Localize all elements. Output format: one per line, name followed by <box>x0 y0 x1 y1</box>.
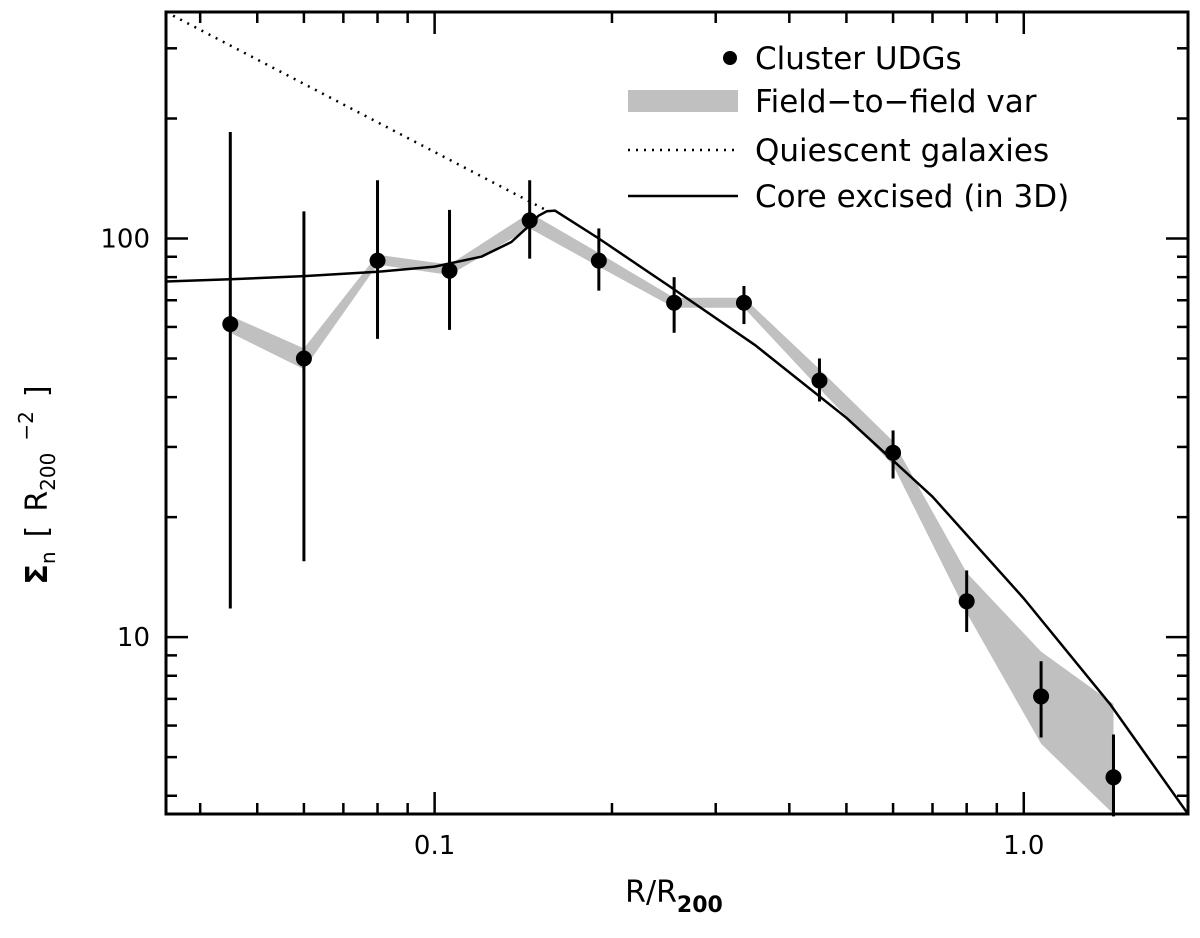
udg-data-point-8 <box>735 294 752 311</box>
legend-swatch-field-to-field-var <box>628 90 738 112</box>
x-tick-label-0: 0.1 <box>414 831 455 861</box>
cluster-udg-points-layer <box>222 131 1122 817</box>
y-axis-label-unit-exponent: −2 <box>14 411 38 440</box>
tick-labels-layer: 0.1 1.0 10 100 <box>100 225 1044 861</box>
legend: Cluster UDGs Field−to−field var Quiescen… <box>628 41 1069 215</box>
y-axis-label-sigma: Σ <box>20 564 55 585</box>
udg-data-point-7 <box>666 294 683 311</box>
y-axis-label-bracket-open: [ <box>20 526 55 538</box>
udg-data-point-1 <box>222 316 239 333</box>
udg-data-point-6 <box>590 252 607 269</box>
udg-data-point-4 <box>441 262 458 279</box>
udg-data-point-5 <box>521 212 538 229</box>
udg-data-point-12 <box>1033 688 1050 705</box>
legend-label-field-to-field-var: Field−to−field var <box>755 84 1037 120</box>
udg-data-point-9 <box>811 372 828 389</box>
legend-marker-cluster-udgs <box>723 51 737 65</box>
legend-label-core-excised: Core excised (in 3D) <box>755 179 1069 215</box>
y-axis-label-subscript-n: n <box>36 551 60 564</box>
y-axis-label-unit: R <box>20 491 55 512</box>
udg-data-point-3 <box>369 252 386 269</box>
x-axis-label-main: R/R <box>625 875 677 910</box>
x-axis-label-subscript: 200 <box>677 893 723 918</box>
udg-data-point-2 <box>295 350 312 367</box>
udg-data-point-10 <box>885 444 902 461</box>
axis-ticks-layer <box>166 12 1188 814</box>
x-tick-label-1: 1.0 <box>1003 831 1044 861</box>
plot-frame <box>164 10 1190 816</box>
legend-label-cluster-udgs: Cluster UDGs <box>755 41 962 77</box>
udg-data-point-13 <box>1105 769 1122 786</box>
y-axis-label-unit-subscript: 200 <box>36 453 60 491</box>
y-axis-label: Σn [ R200 −2] <box>14 385 60 584</box>
y-axis-label-bracket-close: ] <box>20 385 55 397</box>
legend-label-quiescent-galaxies: Quiescent galaxies <box>755 133 1049 169</box>
udg-data-point-11 <box>958 593 975 610</box>
x-axis-label: R/R200 <box>625 875 723 918</box>
y-tick-label-0: 10 <box>117 623 150 653</box>
y-tick-label-1: 100 <box>100 225 150 255</box>
quiescent-galaxies-curve <box>166 12 549 213</box>
